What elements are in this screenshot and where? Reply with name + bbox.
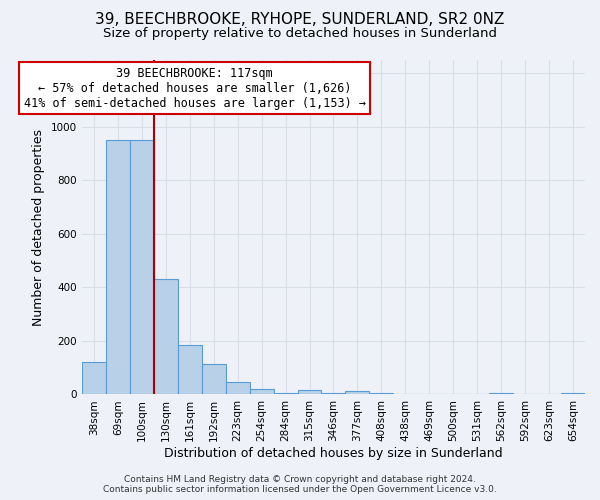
Bar	[154, 280, 178, 394]
Text: 39 BEECHBROOKE: 117sqm
← 57% of detached houses are smaller (1,626)
41% of semi-: 39 BEECHBROOKE: 117sqm ← 57% of detached…	[23, 66, 365, 110]
Text: Contains HM Land Registry data © Crown copyright and database right 2024.
Contai: Contains HM Land Registry data © Crown c…	[103, 474, 497, 494]
Bar	[130, 140, 154, 394]
Bar	[489, 393, 513, 394]
Text: 39, BEECHBROOKE, RYHOPE, SUNDERLAND, SR2 0NZ: 39, BEECHBROOKE, RYHOPE, SUNDERLAND, SR2…	[95, 12, 505, 28]
Bar	[178, 345, 202, 395]
Y-axis label: Number of detached properties: Number of detached properties	[32, 128, 45, 326]
Text: Size of property relative to detached houses in Sunderland: Size of property relative to detached ho…	[103, 28, 497, 40]
Bar	[202, 364, 226, 394]
Bar	[250, 388, 274, 394]
Bar	[106, 140, 130, 394]
Bar	[346, 390, 370, 394]
Bar	[298, 390, 322, 394]
Bar	[82, 362, 106, 394]
Bar	[226, 382, 250, 394]
X-axis label: Distribution of detached houses by size in Sunderland: Distribution of detached houses by size …	[164, 447, 503, 460]
